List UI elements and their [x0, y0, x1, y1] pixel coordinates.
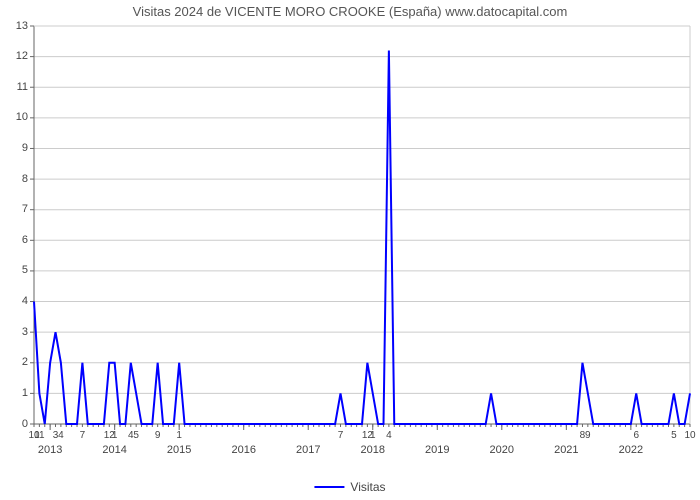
x-sub-label: 9: [155, 430, 161, 441]
x-tick-label: 2018: [361, 444, 385, 456]
chart-title: Visitas 2024 de VICENTE MORO CROOKE (Esp…: [0, 4, 700, 19]
x-tick-label: 2019: [425, 444, 449, 456]
x-sub-label: 9: [585, 430, 591, 441]
x-sub-label: 11: [34, 430, 44, 441]
legend-label: Visitas: [350, 480, 385, 494]
y-tick-label: 0: [22, 418, 28, 430]
x-tick-label: 2015: [167, 444, 191, 456]
line-series-svg: [34, 26, 690, 424]
y-tick-label: 5: [22, 264, 28, 276]
y-tick-label: 7: [22, 203, 28, 215]
x-sub-label: 7: [338, 430, 344, 441]
x-sub-label: 10: [684, 430, 695, 441]
x-sub-label: 7: [80, 430, 86, 441]
x-sub-label: 1: [176, 430, 182, 441]
y-tick-label: 2: [22, 356, 28, 368]
x-sub-label: 5: [671, 430, 677, 441]
legend: Visitas: [314, 480, 385, 494]
legend-swatch: [314, 486, 344, 488]
x-tick-label: 2022: [619, 444, 643, 456]
y-tick-label: 1: [22, 387, 28, 399]
x-tick-label: 2021: [554, 444, 578, 456]
plot-area: [34, 26, 690, 424]
y-tick-label: 10: [16, 111, 28, 123]
x-sub-label: 6: [633, 430, 639, 441]
y-tick-label: 6: [22, 234, 28, 246]
y-tick-label: 13: [16, 20, 28, 32]
x-tick-label: 2014: [102, 444, 126, 456]
x-tick-label: 2017: [296, 444, 320, 456]
y-tick-label: 9: [22, 142, 28, 154]
y-tick-label: 3: [22, 326, 28, 338]
chart-container: Visitas 2024 de VICENTE MORO CROOKE (Esp…: [0, 0, 700, 500]
x-tick-label: 2016: [231, 444, 255, 456]
y-tick-label: 4: [22, 295, 28, 307]
x-sub-label: 4: [58, 430, 64, 441]
y-tick-label: 8: [22, 173, 28, 185]
x-sub-label: 1: [112, 430, 118, 441]
x-tick-label: 2013: [38, 444, 62, 456]
x-sub-label: 1: [370, 430, 376, 441]
y-tick-label: 12: [16, 50, 28, 62]
x-sub-label: 5: [133, 430, 139, 441]
y-tick-label: 11: [17, 81, 28, 93]
x-sub-label: 4: [386, 430, 392, 441]
x-tick-label: 2020: [490, 444, 514, 456]
